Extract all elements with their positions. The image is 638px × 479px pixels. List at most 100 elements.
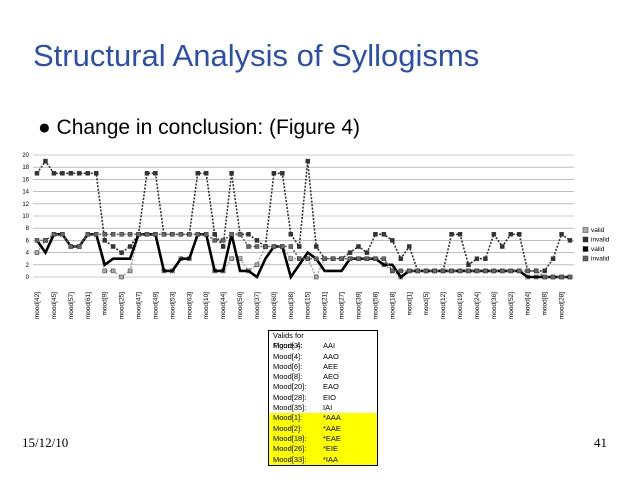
table-cell: Mood[20]: xyxy=(273,382,307,392)
data-marker xyxy=(77,244,82,249)
table-row: Mood[1]: *AAA xyxy=(269,413,377,424)
data-marker xyxy=(280,244,285,249)
data-marker xyxy=(322,256,327,261)
legend-label: valid xyxy=(591,246,605,253)
table-row: Mood[6]: AEE xyxy=(269,362,377,372)
data-marker xyxy=(474,256,480,261)
table-cell: Mood[6]: xyxy=(273,361,303,371)
data-marker xyxy=(550,274,556,280)
y-tick-label: 12 xyxy=(22,202,29,208)
data-marker xyxy=(525,268,530,274)
data-marker xyxy=(51,232,57,237)
data-marker xyxy=(60,171,65,176)
data-marker xyxy=(161,232,167,237)
data-marker xyxy=(153,232,158,237)
data-marker xyxy=(93,171,99,176)
legend-swatch xyxy=(582,236,589,243)
table-row: Mood[4]: AAO xyxy=(269,352,377,362)
data-marker xyxy=(440,268,446,274)
data-marker xyxy=(43,158,48,164)
data-marker xyxy=(43,238,48,243)
x-tick-label: mood[61] xyxy=(85,292,92,319)
table-cell: Mood[35]: xyxy=(273,403,307,413)
data-marker xyxy=(407,268,412,274)
data-marker xyxy=(77,171,82,176)
data-marker xyxy=(508,268,514,274)
data-marker xyxy=(93,232,99,237)
table-cell: *AAA xyxy=(323,413,341,423)
x-tick-label: mood[28] xyxy=(559,292,566,319)
data-marker xyxy=(195,232,200,237)
data-marker xyxy=(127,268,133,274)
data-marker xyxy=(34,238,40,243)
x-tick-label: mood[8] xyxy=(542,292,549,316)
data-marker xyxy=(313,256,319,261)
data-marker xyxy=(567,238,573,243)
x-tick-label: mood[4] xyxy=(525,292,532,316)
x-tick-label: mood[1] xyxy=(406,292,413,316)
data-marker xyxy=(271,244,277,249)
data-marker xyxy=(339,256,344,261)
table-row: Mood[20]: EAO xyxy=(269,382,377,392)
data-marker xyxy=(390,238,395,243)
data-marker xyxy=(280,171,285,176)
data-marker xyxy=(85,232,91,237)
series-line xyxy=(36,159,571,272)
x-tick-label: mood[50] xyxy=(237,292,244,319)
data-marker xyxy=(491,232,497,237)
slide-title: Structural Analysis of Syllogisms xyxy=(33,38,480,73)
legend-label: valid xyxy=(591,227,605,234)
x-tick-label: mood[12] xyxy=(440,292,447,319)
data-marker xyxy=(68,171,74,176)
data-marker xyxy=(119,274,124,280)
table-row: Mood[3]: AAI xyxy=(269,341,377,351)
data-marker xyxy=(483,256,488,261)
data-marker xyxy=(119,250,124,255)
data-marker xyxy=(364,256,370,261)
table-cell: *EAE xyxy=(323,433,341,443)
data-marker xyxy=(212,232,217,237)
table-cell: Mood[4]: xyxy=(273,351,303,361)
x-tick-label: mood[57] xyxy=(68,292,75,319)
table-cell: Mood[8]: xyxy=(273,372,303,382)
data-marker xyxy=(271,171,277,176)
data-marker xyxy=(415,268,420,274)
data-marker xyxy=(110,268,116,274)
table-cell: EIO xyxy=(323,392,336,402)
data-marker xyxy=(119,232,124,237)
data-marker xyxy=(500,268,505,274)
x-tick-label: mood[10] xyxy=(203,292,210,319)
x-tick-label: mood[21] xyxy=(322,292,329,319)
data-marker xyxy=(449,232,454,237)
data-marker xyxy=(34,171,40,176)
table-cell: EAO xyxy=(323,382,339,392)
table-title: Valids for Figure 4: xyxy=(269,331,377,351)
x-tick-label: mood[44] xyxy=(220,292,227,319)
data-marker xyxy=(466,268,471,274)
data-marker xyxy=(136,232,141,237)
data-marker xyxy=(127,232,133,237)
data-marker xyxy=(305,256,310,261)
x-tick-label: mood[36] xyxy=(491,292,498,319)
bullet-text: Change in conclusion: (Figure 4) xyxy=(56,116,361,139)
data-marker xyxy=(381,256,387,261)
data-marker xyxy=(356,244,361,249)
data-marker xyxy=(246,232,251,237)
x-tick-label: mood[63] xyxy=(186,292,193,319)
data-marker xyxy=(153,171,158,176)
y-tick-label: 6 xyxy=(26,238,30,244)
data-marker xyxy=(51,171,57,176)
data-marker xyxy=(491,268,497,274)
data-marker xyxy=(68,244,74,249)
table-title-text: Valids for Figure 4: xyxy=(273,331,304,351)
table-cell: Mood[26]: xyxy=(273,444,307,454)
data-marker xyxy=(457,268,463,274)
y-tick-label: 4 xyxy=(26,251,30,257)
x-tick-label: mood[39] xyxy=(355,292,362,319)
data-marker xyxy=(34,250,40,255)
x-tick-label: mood[58] xyxy=(372,292,379,319)
data-marker xyxy=(170,232,175,237)
data-marker xyxy=(449,268,454,274)
table: Valids for Figure 4: Mood[3]: AAI Mood[4]:… xyxy=(268,330,378,466)
